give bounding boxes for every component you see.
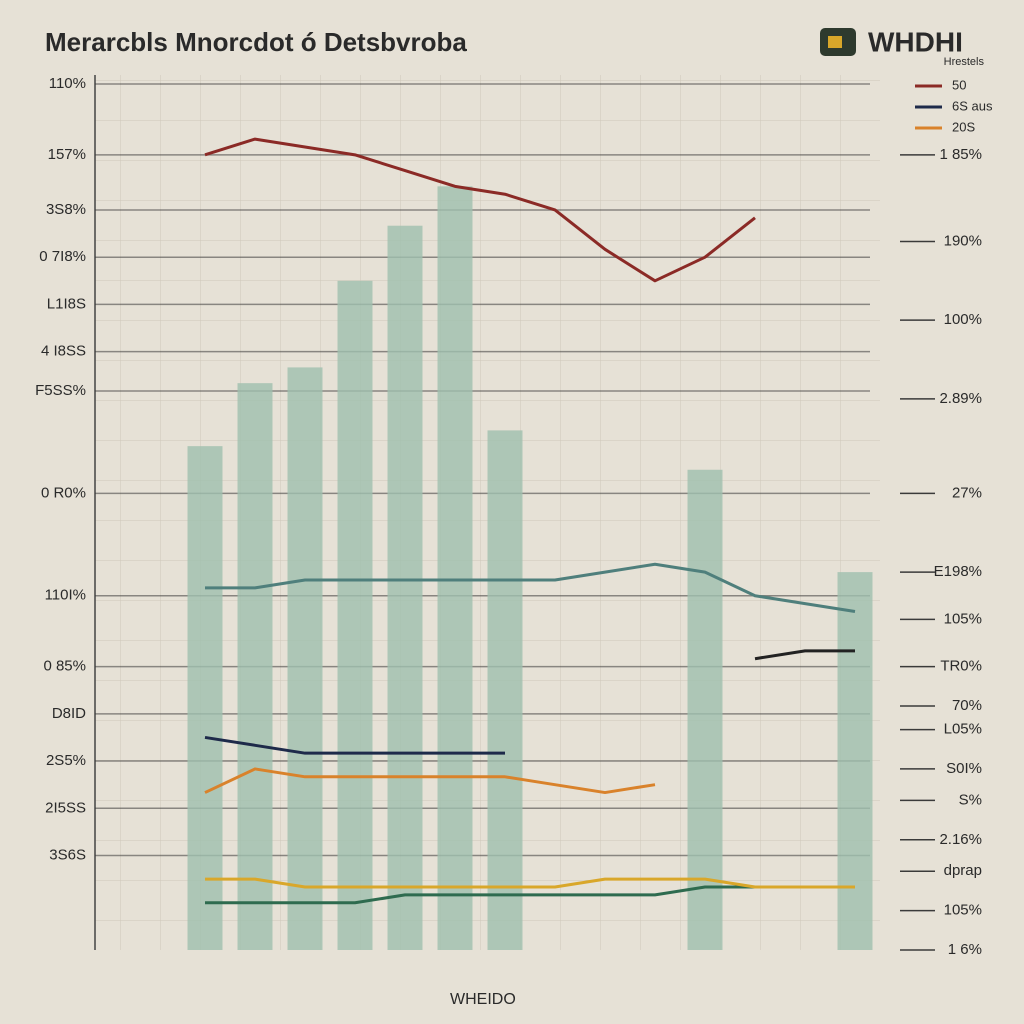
bar <box>387 225 423 950</box>
legend-label: 20S <box>952 119 975 134</box>
bar <box>237 383 273 950</box>
brand-subtitle: Hrestels <box>944 56 985 68</box>
bar <box>437 186 473 950</box>
y2-tick-label: 2.16% <box>939 831 982 848</box>
bar <box>487 430 523 950</box>
y-tick-label: 2S5% <box>46 752 86 769</box>
y-tick-label: L1I8S <box>47 295 86 312</box>
y-tick-label: 0 7I8% <box>39 248 86 265</box>
y-tick-label: 110% <box>49 75 86 92</box>
chart-title: Merarcbls Mnorcdot ó Detsbvroba <box>45 27 467 57</box>
y-tick-label: 0 85% <box>43 658 86 675</box>
y-tick-label: 0 R0% <box>41 484 86 501</box>
y-tick-label: 3S8% <box>46 201 86 218</box>
x-axis-label: WHEIDO <box>450 991 516 1008</box>
y-tick-label: 157% <box>48 146 86 163</box>
y2-tick-label: 105% <box>944 610 982 627</box>
legend-label: 50 <box>952 77 966 92</box>
y-tick-label: D8ID <box>52 705 86 722</box>
y2-tick-label: L05% <box>944 721 982 738</box>
line-series <box>205 877 855 889</box>
bar <box>837 572 873 950</box>
line-series <box>204 735 505 755</box>
y-tick-label: F5SS% <box>35 382 86 399</box>
y2-tick-label: TR0% <box>940 658 982 675</box>
y2-tick-label: S% <box>959 791 982 808</box>
y2-tick-label: S0I% <box>946 760 982 777</box>
y2-tick-label: 190% <box>944 232 982 249</box>
y2-tick-label: 1 85% <box>939 146 982 163</box>
legend-label: 6S aus <box>952 98 993 113</box>
y2-tick-label: 27% <box>952 484 982 501</box>
bar <box>287 367 323 950</box>
line-series <box>204 767 656 795</box>
y-tick-label: 3S6S <box>49 846 86 863</box>
y2-tick-label: 1 6% <box>948 941 982 958</box>
y2-tick-label: dprap <box>944 862 982 879</box>
y2-tick-label: 100% <box>944 311 982 328</box>
brand: WHDHI <box>868 26 963 57</box>
y-tick-label: 4 I8SS <box>41 343 86 360</box>
line-series <box>205 562 856 613</box>
y2-tick-label: 2.89% <box>939 390 982 407</box>
y-tick-label: 110I% <box>45 587 86 604</box>
y2-tick-label: E198% <box>934 563 982 580</box>
bar <box>687 469 723 950</box>
y2-tick-label: 70% <box>952 697 982 714</box>
bar <box>337 280 373 950</box>
line-series <box>204 137 756 283</box>
y-tick-label: 2I5SS <box>45 799 86 816</box>
bar <box>187 446 223 950</box>
y2-tick-label: 105% <box>944 902 982 919</box>
brand-logo-inner <box>828 36 842 48</box>
line-series <box>754 649 855 661</box>
